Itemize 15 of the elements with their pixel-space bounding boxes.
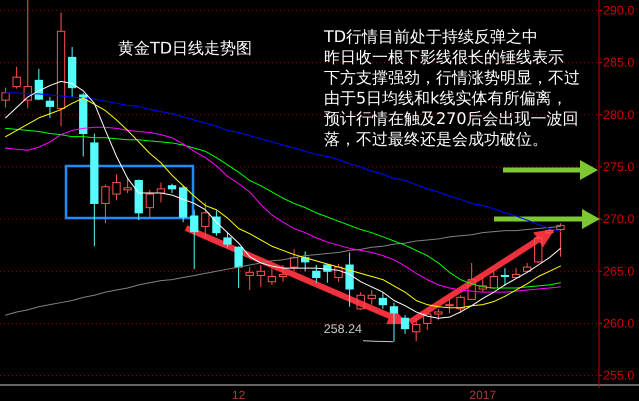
y-tick-label: 265.0 — [603, 264, 634, 278]
y-tick-label: 280.0 — [603, 108, 634, 122]
annotation: 昨日收一根下影线很长的锤线表示 — [324, 47, 564, 66]
y-tick-label: 270.0 — [603, 212, 634, 226]
y-tick-label: 285.0 — [603, 56, 634, 70]
text: 黄金TD日线走势图 — [118, 38, 252, 58]
y-tick-label: 260.0 — [603, 316, 634, 330]
y-tick-label: 275.0 — [603, 160, 634, 174]
annotation: TD行情目前处于持续反弹之中 — [323, 26, 538, 46]
annotation: 下方支撑强劲，行情涨势明显，不过由于5日均线和k线实体有所偏离，预计行情在触及270后会出现一波回落，不过最终还是会成功破位。 — [324, 68, 580, 148]
y-tick-label: 255.0 — [603, 368, 634, 383]
annotation: 258.24 — [324, 322, 362, 336]
x-tick-label: 12 — [232, 388, 246, 401]
y-tick-label: 290.0 — [603, 3, 634, 18]
x-tick-label: 2017 — [469, 388, 496, 401]
